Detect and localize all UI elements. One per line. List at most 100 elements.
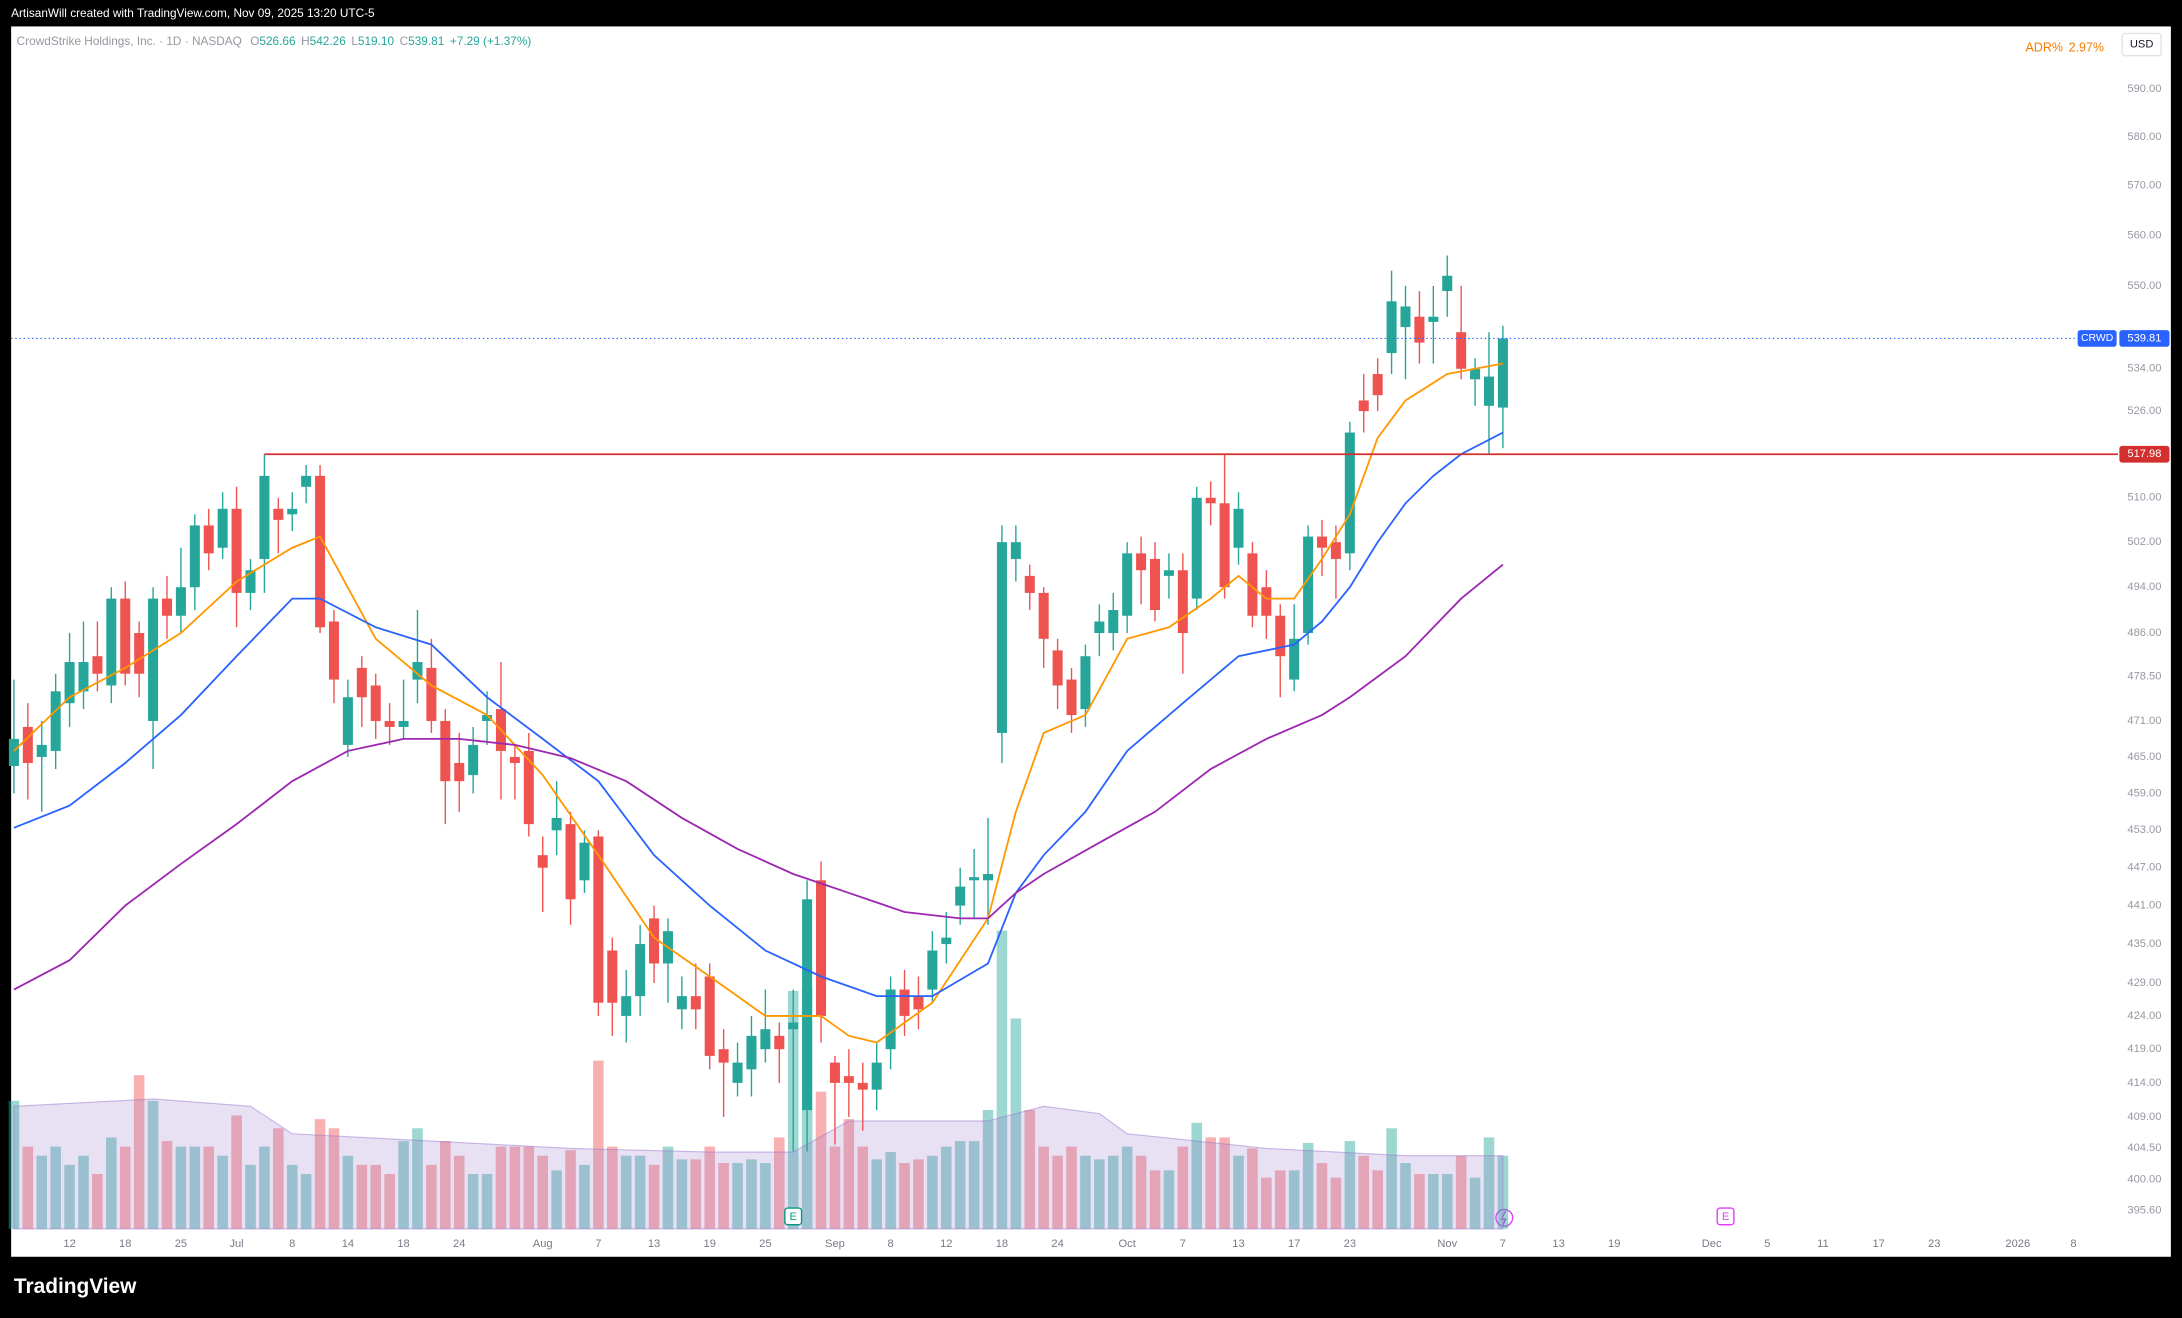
candle-body [1414,316,1425,343]
candle-body [92,656,103,674]
volume-bar [773,1137,785,1229]
volume-bar [426,1164,437,1229]
candle-body [1191,497,1202,599]
volume-bar [815,1091,827,1229]
x-tick-label: 17 [1288,1238,1300,1250]
candle-body [482,715,493,721]
candle-body [899,989,910,1016]
volume-bar [1010,1018,1022,1229]
volume-bar [1247,1148,1258,1229]
candle-body [106,598,117,686]
candle-body [120,598,131,674]
candle-body [175,587,186,616]
volume-bar [412,1128,423,1229]
event-marker [784,1207,803,1226]
volume-bar [1302,1142,1314,1229]
moving-average [13,362,1504,1044]
level-label-box [2119,445,2170,463]
candle-body [1150,558,1161,611]
candle-body [579,842,590,881]
candle-body [732,1062,743,1083]
y-tick-label: 395.60 [2127,1204,2161,1216]
volume-bar [189,1146,201,1229]
y-tick-label: 510.00 [2127,492,2161,504]
candle-body [509,756,520,763]
candle-body [1428,316,1439,322]
candle-body [969,877,980,881]
volume-bar [1107,1155,1119,1229]
volume-bar [662,1146,674,1229]
volume-bar [1316,1163,1328,1229]
volume-bar [467,1174,479,1229]
candle-body [1108,610,1119,634]
candle-body [1010,542,1021,559]
volume-bar [1080,1155,1091,1229]
ohlc-name: L [351,34,358,48]
volume-bar [1441,1174,1453,1229]
volume-bar [1428,1174,1439,1229]
indicator-name: ADR% [2025,41,2063,55]
candle-body [676,996,687,1010]
volume-bar [565,1150,576,1229]
x-tick-label: 18 [397,1238,409,1250]
volume-bar [50,1146,61,1229]
volume-bar [328,1128,340,1229]
candle-body [843,1076,854,1083]
candle-body [1136,553,1147,571]
candle-body [1344,432,1355,554]
candle-body [802,899,813,1111]
volume-bar [732,1163,743,1229]
candle-body [1358,400,1369,412]
candle-body [1247,553,1258,616]
candle-body [1316,536,1328,548]
y-tick-label: 534.00 [2127,363,2161,375]
event-label: E [1722,1211,1729,1223]
volume-bar [1233,1155,1244,1229]
volume-bar [593,1060,604,1229]
candle-body [148,598,159,721]
x-tick-label: 23 [1344,1238,1356,1250]
volume-bar [273,1128,284,1229]
candle-body [788,1022,799,1030]
x-tick-label: Dec [1702,1238,1722,1250]
candle-body [468,744,479,776]
candle-body [635,944,646,997]
volume-bar [175,1146,187,1229]
candle-body [1330,542,1341,559]
volume-bar [760,1163,771,1229]
volume-bar [1288,1170,1300,1229]
ohlc-value: 542.26 [310,34,347,48]
volume-bar [857,1146,869,1229]
y-tick-label: 447.00 [2127,862,2161,874]
candle-body [593,836,604,1003]
candle-body [161,598,172,616]
y-tick-label: 580.00 [2127,131,2161,143]
y-tick-label: 435.00 [2127,938,2161,950]
candle-body [426,667,437,721]
candle-body [454,762,465,782]
candle-body [134,633,145,674]
candle-body [649,918,660,964]
volume-bar [1066,1146,1077,1229]
volume-bar [203,1146,215,1229]
volume-bar [634,1155,646,1229]
candle-body [523,750,534,825]
x-tick-label: 7 [595,1238,601,1250]
volume-bar [1344,1141,1356,1229]
volume-bar [1191,1122,1203,1229]
volume-bar [64,1164,75,1229]
candle-body [1442,275,1453,292]
volume-bar [1219,1137,1230,1229]
credit: ArtisanWill created with TradingView.com… [11,6,375,20]
symbol-label: CRWD [2081,333,2114,344]
x-tick-label: 12 [940,1238,952,1250]
volume-ma-area [13,1098,1504,1230]
candle-body [22,726,33,763]
volume-bar [36,1155,48,1229]
volume-bar [92,1174,103,1229]
volume-bar [106,1137,117,1229]
x-tick-label: Nov [1437,1238,1457,1250]
candle-body [1177,570,1188,634]
y-tick-label: 570.00 [2127,180,2161,192]
